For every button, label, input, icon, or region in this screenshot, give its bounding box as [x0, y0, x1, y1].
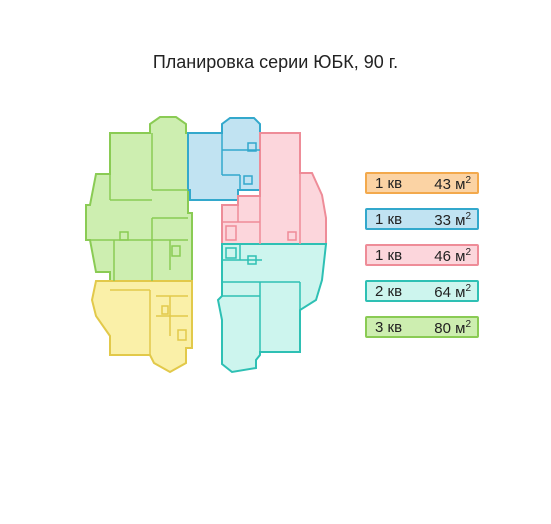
legend-area: 43 м2 [434, 175, 471, 193]
legend-rooms: 1 кв [375, 211, 403, 228]
legend-rooms: 2 кв [375, 283, 403, 300]
legend-rooms: 1 кв [375, 175, 403, 192]
legend-item-2room-64: 2 кв 64 м2 [365, 280, 479, 302]
legend-area: 46 м2 [434, 247, 471, 265]
legend-item-1room-43: 1 кв 43 м2 [365, 172, 479, 194]
legend-rooms: 1 кв [375, 247, 403, 264]
apartment-1room-33 [187, 117, 261, 201]
apartment-2room-64 [216, 243, 328, 374]
legend-area: 33 м2 [434, 211, 471, 229]
interior-walls [86, 133, 301, 355]
legend-item-1room-46: 1 кв 46 м2 [365, 244, 479, 266]
apartment-yellow [90, 280, 193, 374]
legend-item-3room-80: 3 кв 80 м2 [365, 316, 479, 338]
legend-area: 64 м2 [434, 283, 471, 301]
legend-rooms: 3 кв [375, 319, 403, 336]
legend-item-1room-33: 1 кв 33 м2 [365, 208, 479, 230]
legend: 1 кв 43 м2 1 кв 33 м2 1 кв 46 м2 2 кв 64… [365, 172, 479, 352]
legend-area: 80 м2 [434, 319, 471, 337]
page-title: Планировка серии ЮБК, 90 г. [152, 52, 399, 72]
